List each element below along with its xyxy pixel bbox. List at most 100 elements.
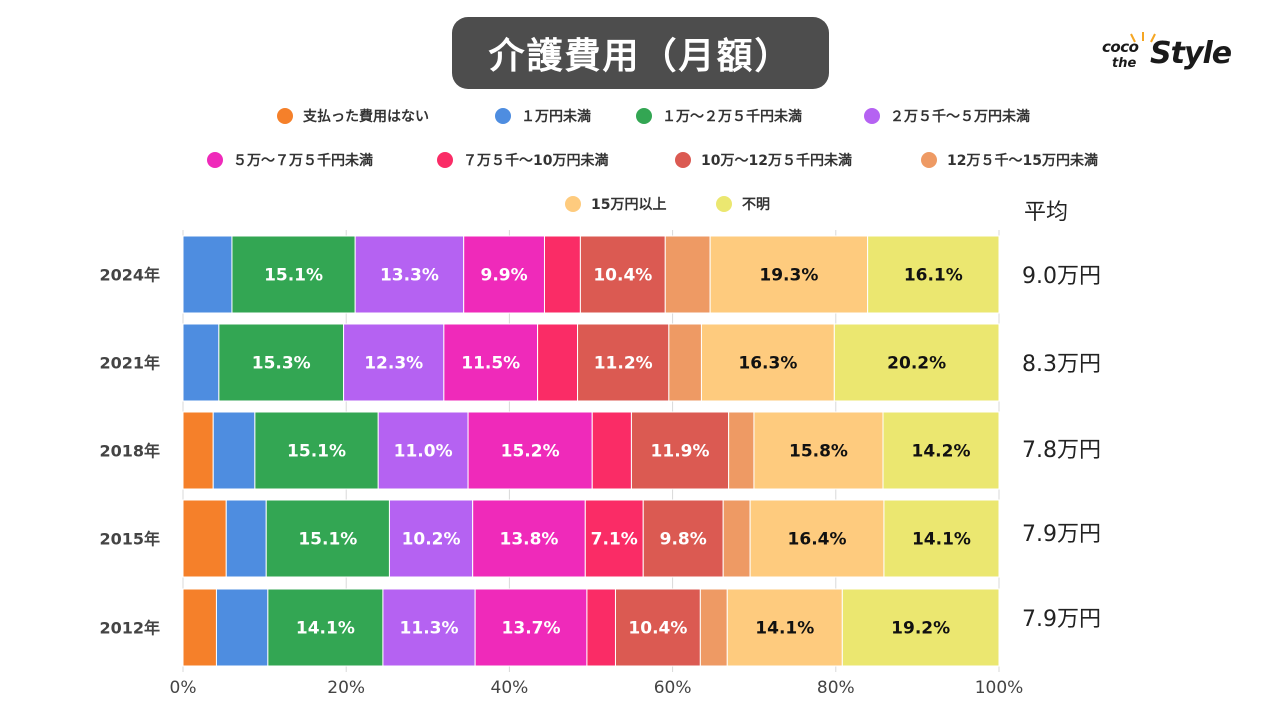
chart-title: 介護費用（月額） (488, 36, 793, 77)
data-label: 7.1% (591, 530, 638, 550)
legend-swatch (921, 152, 937, 168)
bar-segment (586, 588, 616, 667)
legend-swatch (277, 108, 293, 124)
legend-swatch (716, 196, 732, 212)
legend-label: ２万５千～５万円未満 (890, 109, 1030, 125)
bar-segment (182, 588, 217, 667)
bar-segment (867, 235, 1000, 314)
y-category-label: 2015年 (99, 530, 160, 549)
bar-segment (267, 588, 384, 667)
data-label: 16.4% (788, 530, 847, 550)
x-tick-label: 0% (170, 678, 197, 698)
data-label: 10.4% (593, 266, 652, 286)
data-label: 16.3% (738, 354, 797, 374)
y-category-label: 2024年 (99, 266, 160, 285)
bar-segment (443, 323, 539, 402)
data-label: 19.3% (759, 266, 818, 286)
legend-label: １万円未満 (521, 109, 591, 125)
data-label: 11.9% (651, 442, 710, 462)
bar-segment (543, 235, 581, 314)
bar-segment (254, 411, 379, 490)
bar-segment (212, 411, 256, 490)
bar-segment (215, 588, 269, 667)
legend-item: ２万５千～５万円未満 (864, 106, 1030, 126)
x-tick-label: 60% (654, 678, 692, 698)
bar-segment (584, 499, 644, 578)
bar-segment (883, 499, 1000, 578)
average-value: 8.3万円 (1022, 352, 1101, 377)
coco-the-style-logo: coco the Style (1102, 32, 1236, 76)
data-label: 13.3% (380, 266, 439, 286)
legend-swatch (207, 152, 223, 168)
x-tick-label: 20% (327, 678, 365, 698)
bar-segment (728, 411, 755, 490)
bar-segment (642, 499, 724, 578)
legend-label: ５万～７万５千円未満 (233, 153, 373, 169)
data-label: 14.1% (755, 619, 814, 639)
bar-segment (753, 411, 884, 490)
x-tick-label: 100% (975, 678, 1024, 698)
data-label: 11.5% (461, 354, 520, 374)
bar-segment (343, 323, 445, 402)
bar-segment (726, 588, 843, 667)
data-label: 16.1% (904, 266, 963, 286)
legend-swatch (636, 108, 652, 124)
logo-coco-text: coco (1102, 38, 1139, 56)
legend-label: 12万５千～15万円未満 (947, 153, 1098, 169)
data-label: 15.1% (298, 530, 357, 550)
legend-swatch (437, 152, 453, 168)
legend-swatch (565, 196, 581, 212)
bar-segment (182, 411, 214, 490)
bar-segment (182, 499, 227, 578)
data-label: 10.2% (402, 530, 461, 550)
average-value: 7.8万円 (1022, 438, 1101, 463)
data-label: 14.2% (912, 442, 971, 462)
y-category-label: 2018年 (99, 442, 160, 461)
bar-segment (722, 499, 751, 578)
legend-item: 不明 (716, 194, 770, 214)
bar-segment (354, 235, 465, 314)
bar-segment (841, 588, 1000, 667)
bar-segment (467, 411, 593, 490)
data-label: 14.1% (296, 619, 355, 639)
average-header: 平均 (1024, 200, 1069, 225)
legend-label: １万～２万５千円未満 (662, 109, 802, 125)
bar-segment (231, 235, 356, 314)
data-label: 13.8% (499, 530, 558, 550)
legend-label: 10万～12万５千円未満 (701, 153, 852, 169)
legend-swatch (675, 152, 691, 168)
legend-label: ７万５千～10万円未満 (463, 153, 609, 169)
data-label: 14.1% (912, 530, 971, 550)
bar-segment (882, 411, 1000, 490)
data-label: 13.7% (502, 619, 561, 639)
legend-swatch (864, 108, 880, 124)
average-value: 7.9万円 (1022, 522, 1101, 547)
data-label: 10.4% (628, 619, 687, 639)
logo-spark-icon (1130, 32, 1156, 43)
legend-item: 15万円以上 (565, 194, 666, 214)
x-tick-label: 80% (817, 678, 855, 698)
legend-item: 10万～12万５千円未満 (675, 150, 852, 170)
legend-item: ５万～７万５千円未満 (207, 150, 373, 170)
data-label: 20.2% (887, 354, 946, 374)
bar-segment (668, 323, 702, 402)
data-label: 15.1% (287, 442, 346, 462)
data-label: 11.2% (594, 354, 653, 374)
legend-item: 支払った費用はない (277, 106, 429, 126)
bar-segment (833, 323, 1000, 402)
bar-segment (265, 499, 390, 578)
legend-label: 不明 (742, 197, 770, 213)
legend-item: ７万５千～10万円未満 (437, 150, 608, 170)
legend-item: １万～２万５千円未満 (636, 106, 802, 126)
bar-segment (579, 235, 666, 314)
data-label: 15.2% (501, 442, 560, 462)
y-category-label: 2021年 (99, 354, 160, 373)
bar-segment (630, 411, 730, 490)
data-label: 12.3% (364, 354, 423, 374)
legend-item: １万円未満 (495, 106, 591, 126)
data-label: 9.9% (481, 266, 528, 286)
bar-segment (472, 499, 586, 578)
bar-segment (182, 323, 220, 402)
data-label: 15.1% (264, 266, 323, 286)
